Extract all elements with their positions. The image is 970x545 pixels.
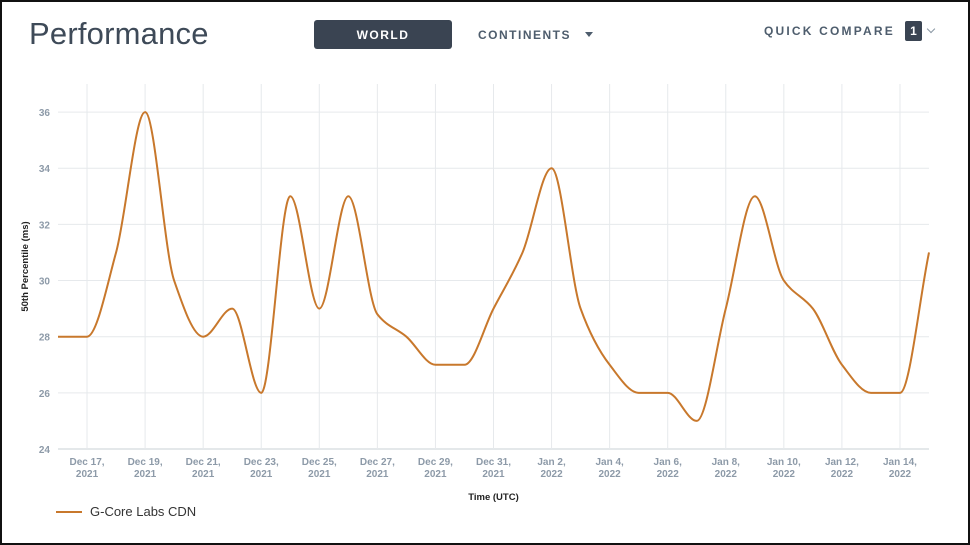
- y-tick-label: 30: [39, 277, 51, 288]
- y-tick-label: 24: [39, 445, 51, 456]
- world-button[interactable]: WORLD: [314, 20, 452, 49]
- x-axis-label: Time (UTC): [468, 492, 519, 503]
- x-tick-label: Dec 31, 2021: [476, 457, 511, 480]
- y-tick-label: 26: [39, 389, 51, 400]
- y-axis-ticks: 24 26 28 30 32 34 36: [39, 108, 51, 456]
- series-group: [57, 111, 930, 422]
- y-tick-label: 32: [39, 220, 51, 231]
- legend-swatch: [56, 510, 82, 513]
- y-tick-label: 34: [39, 164, 51, 175]
- x-tick-label: Dec 27, 2021: [360, 457, 395, 480]
- x-tick-label: Jan 14, 2022: [883, 457, 917, 480]
- continents-label: CONTINENTS: [478, 27, 571, 42]
- legend-item[interactable]: G-Core Labs CDN: [56, 504, 196, 519]
- x-tick-label: Jan 10, 2022: [767, 457, 801, 480]
- caret-down-icon: [585, 32, 593, 37]
- x-axis-ticks: Dec 17, 2021 Dec 19, 2021 Dec 21, 2021 Dec 23,…: [70, 457, 918, 480]
- quick-compare-dropdown[interactable]: QUICK COMPARE 1: [763, 21, 936, 41]
- x-tick-label: Jan 8, 2022: [712, 457, 741, 480]
- quick-compare-label: QUICK COMPARE: [763, 24, 895, 38]
- continents-dropdown[interactable]: CONTINENTS: [478, 20, 593, 49]
- quick-compare-count-badge: 1: [905, 21, 922, 41]
- y-axis-label: 50th Percentile (ms): [20, 221, 31, 311]
- x-tick-label: Dec 29, 2021: [418, 457, 453, 480]
- x-tick-label: Jan 2, 2022: [537, 457, 566, 480]
- gridlines: [58, 84, 929, 450]
- legend-label: G-Core Labs CDN: [90, 504, 197, 519]
- x-tick-label: Dec 23, 2021: [244, 457, 279, 480]
- x-tick-label: Dec 25, 2021: [302, 457, 337, 480]
- page-title: Performance: [29, 16, 209, 51]
- x-tick-label: Dec 21, 2021: [186, 457, 221, 480]
- x-tick-label: Jan 4, 2022: [595, 457, 624, 480]
- y-tick-label: 36: [39, 108, 51, 119]
- y-tick-label: 28: [39, 333, 51, 344]
- series-line-g-core-labs-cdn[interactable]: [57, 111, 930, 422]
- x-tick-label: Dec 19, 2021: [128, 457, 163, 480]
- x-tick-label: Jan 12, 2022: [825, 457, 859, 480]
- x-tick-label: Jan 6, 2022: [654, 457, 683, 480]
- x-tick-label: Dec 17, 2021: [70, 457, 105, 480]
